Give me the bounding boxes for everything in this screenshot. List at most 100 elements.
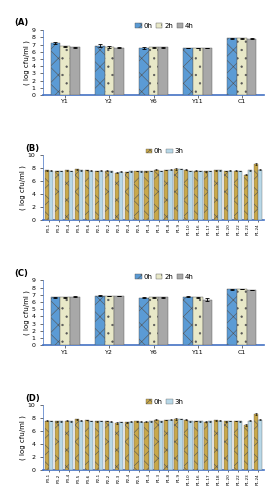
Bar [237,38,247,95]
Bar [105,48,114,95]
Bar [149,298,158,346]
Y-axis label: ( log cfu/ml ): ( log cfu/ml ) [20,416,26,461]
Bar [95,422,99,470]
Bar [79,170,83,220]
Bar [119,172,123,220]
Bar [89,421,93,470]
Bar [60,46,70,95]
Bar [99,421,103,470]
Bar [244,174,248,220]
Bar [208,171,213,220]
Bar [174,419,179,470]
Bar [55,422,59,470]
Bar [145,422,149,470]
Bar [139,422,143,470]
Bar [75,169,79,220]
Bar [247,38,256,95]
Y-axis label: ( log cfu/ml ): ( log cfu/ml ) [24,40,30,85]
Bar [218,421,222,470]
Bar [114,48,124,95]
Bar [258,170,262,220]
Bar [238,171,242,220]
Y-axis label: ( log cfu/ml ): ( log cfu/ml ) [24,290,30,336]
Bar [208,422,213,470]
Bar [109,422,113,470]
Bar [95,46,105,95]
Bar [247,290,256,346]
Bar [184,170,188,220]
Bar [179,419,183,470]
Bar [237,289,247,346]
Bar [214,170,218,220]
Bar [139,48,149,95]
Bar [238,422,242,470]
Bar [114,296,124,346]
Y-axis label: ( log cfu/ml ): ( log cfu/ml ) [20,166,26,210]
Bar [204,422,208,470]
Bar [193,298,203,346]
Bar [105,421,109,470]
Bar [169,420,173,470]
Bar [169,170,173,220]
Bar [184,420,188,470]
Bar [49,421,53,470]
Bar [254,414,258,470]
Bar [228,171,232,220]
Bar [204,172,208,220]
Bar [105,171,109,220]
Bar [149,48,158,95]
Legend: 0h, 2h, 4h: 0h, 2h, 4h [133,20,197,32]
Bar [139,172,143,220]
Bar [75,420,79,470]
Bar [115,423,119,470]
Bar [124,422,129,470]
Bar [234,171,238,220]
Bar [85,420,89,470]
Bar [119,422,123,470]
Bar [203,300,212,346]
Text: (C): (C) [15,268,28,278]
Bar [55,171,59,220]
Bar [95,296,105,346]
Bar [49,171,53,220]
Bar [198,171,203,220]
Bar [50,298,60,346]
Bar [89,171,93,220]
Bar [194,171,198,220]
Bar [224,171,228,220]
Bar [234,421,238,470]
Bar [65,170,69,220]
Legend: 0h, 3h: 0h, 3h [143,396,186,407]
Bar [183,296,193,346]
Bar [69,171,73,220]
Bar [45,170,49,220]
Bar [198,422,203,470]
Bar [115,173,119,220]
Bar [109,172,113,220]
Bar [59,422,63,470]
Bar [60,298,70,346]
Bar [203,48,212,95]
Bar [149,422,153,470]
Bar [65,421,69,470]
Bar [129,172,133,220]
Bar [158,298,168,346]
Text: (A): (A) [15,18,29,28]
Bar [154,420,158,470]
Bar [227,38,237,95]
Bar [179,169,183,220]
Bar [85,170,89,220]
Bar [50,42,60,95]
Bar [69,422,73,470]
Bar [70,48,80,95]
Bar [158,422,163,470]
Bar [79,421,83,470]
Bar [99,171,103,220]
Bar [193,48,203,95]
Bar [218,170,222,220]
Bar [258,420,262,470]
Bar [214,420,218,470]
Bar [188,171,193,220]
Legend: 0h, 3h: 0h, 3h [143,146,186,157]
Bar [149,171,153,220]
